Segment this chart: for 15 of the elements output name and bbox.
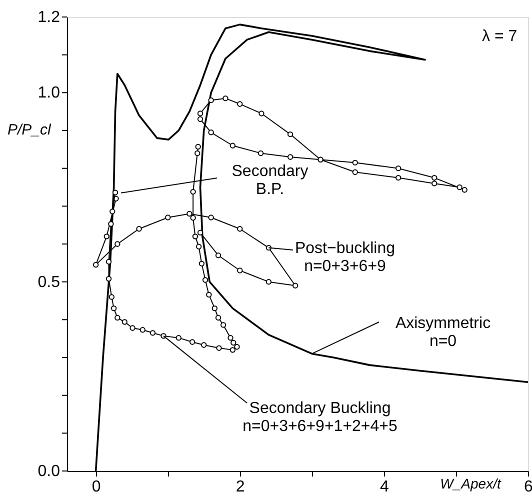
x-tick-label: 4 (380, 478, 389, 496)
y-tick-label: 0.5 (38, 274, 60, 291)
x-tick-label: 0 (92, 478, 101, 496)
annotation: Secondary B.P. (232, 163, 308, 198)
annotation: λ = 7 (482, 28, 518, 45)
annotation: Secondary Buckling n=0+3+6+9+1+2+4+5 (242, 400, 398, 435)
annotation: Axisymmetric n=0 (395, 315, 491, 350)
y-axis-title: P/P_cl (8, 122, 52, 138)
x-tick-label: 6 (524, 478, 532, 496)
x-axis-title: W_Apex/t (440, 476, 502, 492)
y-tick-label: 1.2 (38, 9, 60, 26)
x-tick-label: 2 (236, 478, 245, 496)
annotation: Post−buckling n=0+3+6+9 (294, 240, 396, 275)
y-tick-label: 1.0 (38, 84, 60, 102)
y-tick-label: 0.0 (38, 463, 60, 480)
